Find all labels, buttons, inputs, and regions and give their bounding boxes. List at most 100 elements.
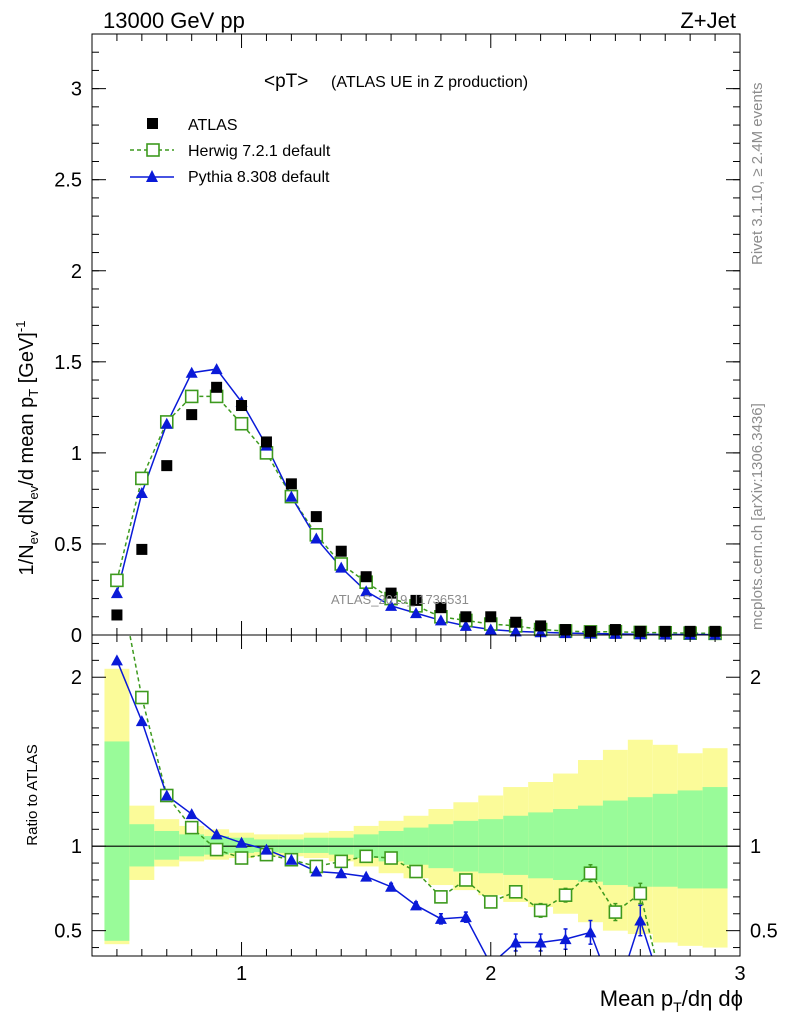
pythia-point xyxy=(110,587,123,599)
main-ytick-label: 0 xyxy=(71,625,82,647)
atlas-point xyxy=(684,625,696,637)
band-inner xyxy=(652,793,678,887)
herwig-point xyxy=(135,471,149,486)
atlas-point xyxy=(385,587,397,599)
atlas-point xyxy=(410,594,422,606)
ratio-herwig-point xyxy=(558,888,573,902)
legend-atlas-label: ATLAS xyxy=(188,117,238,134)
ratio-plot-area xyxy=(92,635,740,956)
ratio-pythia-point xyxy=(310,865,323,877)
atlas-point xyxy=(260,436,272,448)
ratio-herwig-point xyxy=(434,890,448,904)
legend-pythia-label: Pythia 8.308 default xyxy=(188,169,330,186)
legend: ATLAS Herwig 7.2.1 default Pythia 8.308 … xyxy=(130,117,331,186)
atlas-point xyxy=(634,625,646,637)
ratio-ylabel: Ratio to ATLAS xyxy=(24,744,41,845)
pythia-point xyxy=(210,363,223,375)
band-inner xyxy=(627,797,653,887)
side-rivet: Rivet 3.1.10, ≥ 2.4M events xyxy=(749,83,766,266)
atlas-point xyxy=(310,511,322,523)
atlas-point xyxy=(111,609,123,621)
atlas-point xyxy=(584,625,596,637)
band-inner xyxy=(129,824,155,867)
ratio-pythia-point xyxy=(584,926,597,938)
atlas-point xyxy=(485,611,497,623)
xtick-label: 1 xyxy=(236,963,247,985)
ratio-herwig-point xyxy=(583,866,598,881)
svg-text:Mean pT/dη dϕ: Mean pT/dη dϕ xyxy=(600,986,743,1015)
band-inner xyxy=(179,834,205,857)
ratio-herwig-point xyxy=(633,886,648,901)
pythia-point xyxy=(360,585,373,597)
pythia-point xyxy=(310,532,323,544)
main-ytick-label: 2 xyxy=(71,261,82,283)
pythia-point xyxy=(459,619,472,631)
band-inner xyxy=(303,837,329,853)
atlas-point xyxy=(236,400,248,412)
ratio-pythia-point xyxy=(235,836,248,848)
ratio-pythia-point xyxy=(135,715,148,727)
atlas-point xyxy=(560,624,572,636)
ratio-pythia-point xyxy=(559,933,572,945)
ratio-pythia-point xyxy=(185,808,198,820)
ratio-pythia-point xyxy=(534,936,547,948)
ratio-pythia-point xyxy=(285,853,298,865)
ratio-herwig-point xyxy=(184,820,199,835)
herwig-point xyxy=(234,416,249,431)
main-ytick-label: 1 xyxy=(71,443,82,465)
ratio-herwig-point xyxy=(608,905,623,919)
ratio-ytick-label-right: 1 xyxy=(750,836,761,858)
side-mcplots: mcplots.cern.ch [arXiv:1306.3436] xyxy=(749,403,766,630)
ratio-herwig-point xyxy=(209,842,224,857)
ratio-herwig-point xyxy=(135,690,149,705)
pythia-point xyxy=(160,417,173,429)
atlas-point xyxy=(360,571,372,583)
ratio-herwig-point xyxy=(234,851,249,865)
main-ytick-label: 0.5 xyxy=(54,534,82,556)
ratio-herwig-point xyxy=(483,895,498,909)
pythia-point xyxy=(185,366,198,378)
ratio-pythia-point xyxy=(260,843,273,855)
atlas-point xyxy=(435,602,447,614)
ratio-pythia-point xyxy=(360,870,373,882)
ratio-herwig-point xyxy=(334,854,349,869)
atlas-point xyxy=(186,409,198,421)
ratio-ytick-label: 2 xyxy=(71,667,82,689)
atlas-point xyxy=(510,616,522,628)
header-right: Z+Jet xyxy=(680,8,736,33)
ratio-pythia-point xyxy=(210,828,223,840)
atlas-point xyxy=(709,625,721,637)
ratio-herwig-point xyxy=(459,873,473,887)
ratio-ytick-label-right: 0.5 xyxy=(750,921,778,943)
ratio-pythia-point xyxy=(110,654,123,666)
watermark: ATLAS_2019_I1736531 xyxy=(331,592,469,607)
herwig-point xyxy=(184,389,199,404)
atlas-point xyxy=(609,624,621,636)
band-inner xyxy=(503,815,529,875)
pythia-point xyxy=(484,623,497,635)
ratio-pythia-point xyxy=(385,880,398,892)
atlas-point xyxy=(335,545,347,557)
ratio-pythia-point xyxy=(410,899,422,911)
atlas-point xyxy=(460,611,472,623)
ratio-herwig-point xyxy=(409,864,423,879)
main-ytick-label: 2.5 xyxy=(54,170,82,192)
pythia-point xyxy=(335,561,348,573)
main-ytick-label: 1.5 xyxy=(54,352,82,374)
ratio-pythia-point xyxy=(509,936,522,948)
ratio-ytick-label: 1 xyxy=(71,836,82,858)
legend-pythia-marker xyxy=(146,170,158,182)
plot-title-main: <pT> xyxy=(264,71,308,92)
legend-herwig-label: Herwig 7.2.1 default xyxy=(188,143,331,160)
ratio-pythia-point xyxy=(459,911,472,923)
pythia-point xyxy=(410,607,422,619)
ratio-pythia-point xyxy=(335,867,348,879)
herwig-point xyxy=(110,573,124,588)
ratio-panel: 0.5 0.5 1 1 2 2 1 2 3 xyxy=(54,634,778,985)
pythia-point xyxy=(285,490,298,502)
ratio-herwig-point xyxy=(384,851,398,865)
xlabel: Mean pT/dη dϕ xyxy=(600,986,743,1015)
pythia-point xyxy=(385,599,398,611)
pythia-point xyxy=(135,486,148,498)
